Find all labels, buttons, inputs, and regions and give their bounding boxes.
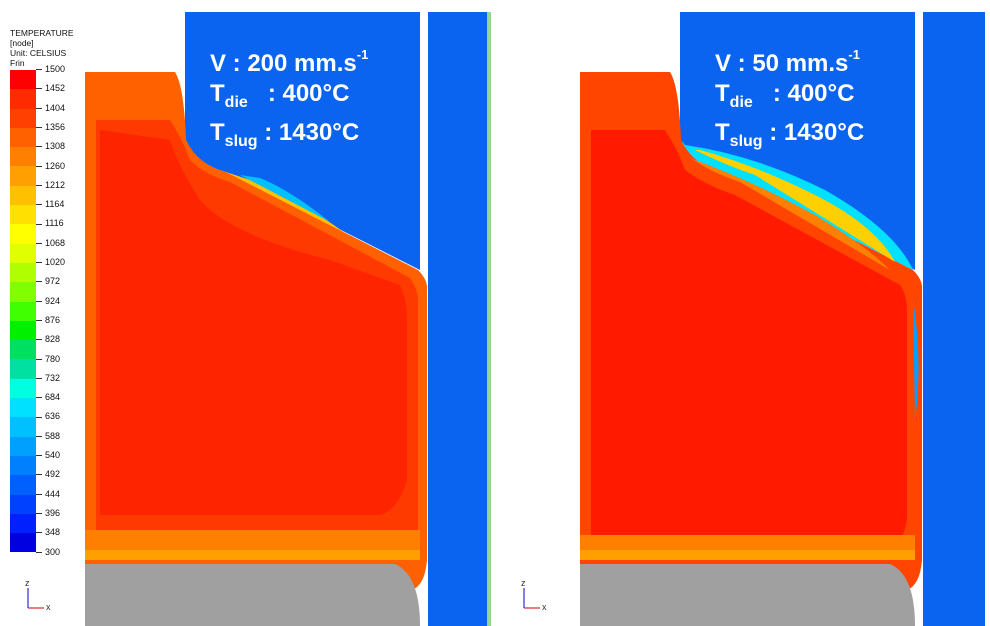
legend-swatch: [10, 282, 36, 302]
velocity-right: V : 50 mm.s: [715, 50, 849, 77]
tslug-symbol-left: T: [210, 119, 225, 146]
legend-swatch: [10, 320, 36, 341]
tslug-symbol-right: T: [715, 119, 730, 146]
legend-title-2: Unit: CELSIUS: [10, 48, 67, 58]
axis-x-right: x: [542, 602, 547, 612]
tslug-sub-right: slug: [729, 133, 763, 150]
punch-right: [580, 564, 915, 626]
legend-color-bar: [10, 70, 36, 553]
tdie-symbol-left: T: [210, 80, 225, 107]
legend-swatch: [10, 533, 36, 553]
legend-tick-label: 396: [36, 508, 60, 518]
legend-swatch: [10, 455, 36, 476]
legend-tick-label: 348: [36, 527, 60, 537]
legend-tick-label: 684: [36, 392, 60, 402]
legend-swatch: [10, 70, 36, 90]
legend-tick-label: 828: [36, 334, 60, 344]
legend-swatch: [10, 494, 36, 514]
legend-tick-label: 636: [36, 411, 60, 421]
legend-tick-label: 444: [36, 489, 60, 499]
legend-tick-label: 588: [36, 431, 60, 441]
legend-tick-label: 1212: [36, 180, 65, 190]
tdie-sub-right: die: [729, 94, 753, 111]
temperature-legend: TEMPERATURE [node] Unit: CELSIUS Frin: [10, 28, 90, 68]
annotation-right: V : 50 mm.s-1 Tdie : 400°C Tslug : 1430°…: [715, 40, 864, 157]
legend-swatch: [10, 147, 36, 167]
legend-swatch: [10, 301, 36, 321]
tslug-sub-left: slug: [224, 133, 258, 150]
legend-tick-label: 492: [36, 469, 60, 479]
annotation-left: V : 200 mm.s-1 Tdie : 400°C Tslug : 1430…: [210, 40, 368, 157]
axis-triad-left: z x: [24, 578, 54, 612]
axis-z-left: z: [25, 578, 30, 588]
legend-tick-label: 780: [36, 354, 60, 364]
legend-swatch: [10, 108, 36, 128]
tdie-sub-left: die: [224, 94, 248, 111]
legend-swatch: [10, 224, 36, 244]
legend-swatch: [10, 513, 36, 534]
legend-tick-label: 1020: [36, 257, 65, 267]
legend-swatch: [10, 89, 36, 109]
simulation-left: [85, 12, 491, 626]
legend-tick-label: 1116: [36, 218, 64, 228]
legend-tick-label: 924: [36, 296, 60, 306]
velocity-exp-right: -1: [848, 47, 860, 62]
axis-z-right: z: [521, 578, 526, 588]
legend-tick-label: 1452: [36, 83, 65, 93]
legend-swatch: [10, 475, 36, 495]
legend-title-3: Frin: [10, 58, 25, 68]
tdie-value-left: : 400°C: [267, 80, 350, 107]
legend-swatch: [10, 205, 36, 225]
axis-x-left: x: [46, 602, 51, 612]
legend-swatch: [10, 436, 36, 456]
legend-swatch: [10, 185, 36, 206]
axis-triad-right: z x: [520, 578, 550, 612]
legend-swatch: [10, 378, 36, 399]
tslug-value-right: : 1430°C: [769, 119, 865, 146]
tdie-symbol-right: T: [715, 80, 730, 107]
legend-tick-label: 1356: [36, 122, 65, 132]
simulation-right: [580, 12, 985, 626]
legend-title-1: TEMPERATURE [node]: [10, 28, 74, 48]
legend-tick-label: 1500: [36, 64, 65, 74]
legend-swatch: [10, 243, 36, 263]
legend-tick-label: 1068: [36, 238, 65, 248]
legend-swatch: [10, 398, 36, 418]
legend-tick-label: 876: [36, 315, 60, 325]
legend-tick-label: 1308: [36, 141, 65, 151]
legend-swatch: [10, 417, 36, 437]
tslug-value-left: : 1430°C: [264, 119, 360, 146]
legend-swatch: [10, 359, 36, 379]
legend-tick-label: 1164: [36, 199, 64, 209]
tdie-value-right: : 400°C: [772, 80, 855, 107]
legend-tick-label: 972: [36, 276, 60, 286]
legend-tick-label: 732: [36, 373, 60, 383]
legend-tick-label: 540: [36, 450, 60, 460]
velocity-exp-left: -1: [356, 47, 369, 62]
legend-swatch: [10, 127, 36, 148]
legend-tick-label: 300: [36, 547, 60, 557]
punch-left: [85, 564, 420, 626]
legend-tick-label: 1404: [36, 103, 65, 113]
velocity-left: V : 200 mm.s: [210, 50, 357, 77]
legend-swatch: [10, 166, 36, 186]
legend-tick-label: 1260: [36, 161, 65, 171]
legend-swatch: [10, 340, 36, 360]
legend-swatch: [10, 262, 36, 283]
